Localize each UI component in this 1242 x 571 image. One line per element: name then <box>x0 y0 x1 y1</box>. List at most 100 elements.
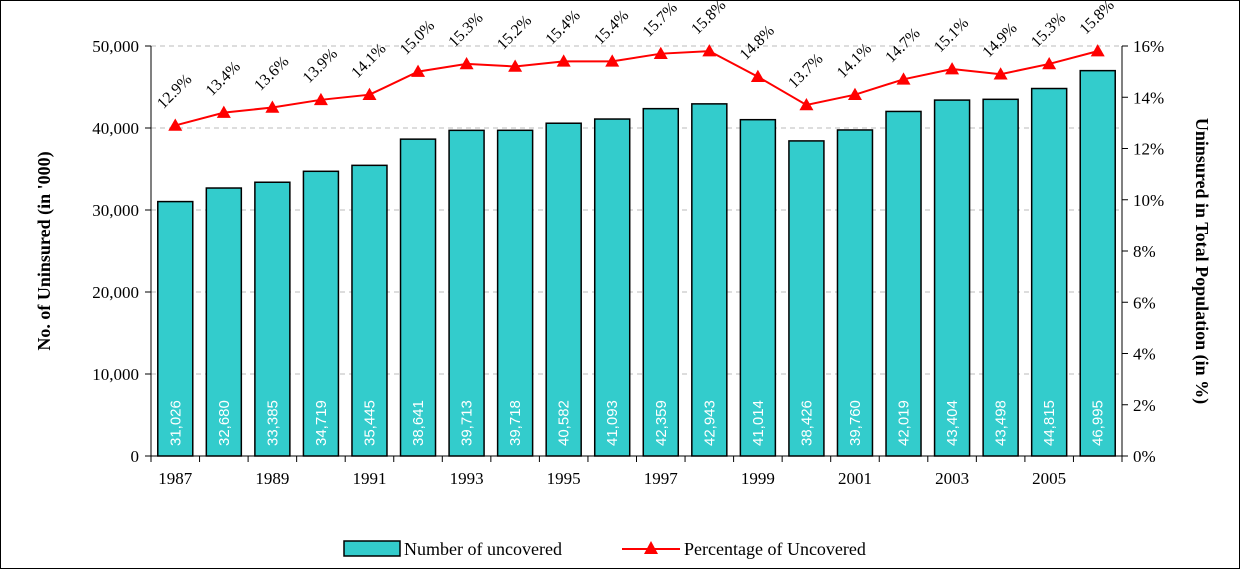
bar <box>691 103 728 457</box>
percent-value-label: 15.0% <box>397 17 438 58</box>
y2-tick-label: 8% <box>1133 242 1156 261</box>
bar-value-label: 39,713 <box>459 400 476 446</box>
line-point <box>411 64 426 77</box>
bar <box>788 140 825 457</box>
line-point <box>847 87 862 100</box>
bar-value-label: 43,498 <box>993 400 1010 446</box>
bar-value-label: 42,359 <box>653 400 670 446</box>
y-tick-label: 40,000 <box>92 119 139 138</box>
line-point <box>1090 44 1105 57</box>
bar-value-label: 43,404 <box>944 400 961 446</box>
bar-value-label: 41,093 <box>604 400 621 446</box>
y2-tick-label: 14% <box>1133 88 1164 107</box>
y2-tick-label: 12% <box>1133 140 1164 159</box>
bar-value-label: 38,426 <box>798 400 815 446</box>
y-tick-label: 50,000 <box>92 37 139 56</box>
bar-value-label: 32,680 <box>216 400 233 446</box>
line-point <box>945 62 960 75</box>
percent-value-label: 13.6% <box>251 53 292 94</box>
bar-value-label: 31,026 <box>167 400 184 446</box>
tick-labels: 0 10,000 20,000 30,000 40,000 50,000 0% 2% 4% 6% 8… <box>92 37 1164 488</box>
y2-tick-label: 2% <box>1133 396 1156 415</box>
bar <box>545 122 582 457</box>
line-point <box>265 100 280 113</box>
bar-value-label: 40,582 <box>556 400 573 446</box>
bar <box>399 138 437 457</box>
x-tick-label: 2001 <box>838 469 872 488</box>
line-point <box>993 67 1008 80</box>
line-point <box>1042 56 1057 70</box>
line-point <box>605 54 620 67</box>
y2-tick-label: 4% <box>1133 345 1156 364</box>
percent-value-label: 13.4% <box>203 58 244 99</box>
line-series <box>168 44 1105 131</box>
legend-bar-swatch <box>343 540 401 557</box>
y-tick-label: 20,000 <box>92 283 139 302</box>
bar <box>448 129 485 457</box>
line-point <box>799 97 814 111</box>
percent-value-label: 15.4% <box>591 7 632 48</box>
bar <box>1079 69 1116 457</box>
x-tick-label: 1987 <box>158 469 193 488</box>
bar-value-label: 38,641 <box>410 400 427 446</box>
line-point <box>216 105 231 118</box>
y2-tick-label: 0% <box>1133 447 1156 466</box>
line-point <box>362 87 377 100</box>
x-tick-label: 1989 <box>255 469 289 488</box>
line-point <box>750 69 765 82</box>
percent-value-label: 15.2% <box>494 12 535 53</box>
line-point <box>702 44 717 57</box>
legend-triangle-marker <box>644 541 658 554</box>
percent-value-label: 14.8% <box>737 22 778 63</box>
percent-value-label: 15.3% <box>1028 10 1069 51</box>
percent-value-label: 15.8% <box>688 0 729 38</box>
bar-value-label: 41,014 <box>750 400 767 446</box>
bar <box>642 107 680 457</box>
y-axis-title: No. of Uninsured (in '000) <box>34 151 55 350</box>
y2-tick-label: 10% <box>1133 191 1164 210</box>
bar-value-label: 42,019 <box>896 400 913 446</box>
bar <box>885 110 922 457</box>
x-tick-label: 1993 <box>450 469 484 488</box>
bar-value-label: 35,445 <box>361 400 378 446</box>
x-tick-label: 1991 <box>352 469 386 488</box>
percent-value-label: 13.7% <box>785 51 826 92</box>
bar <box>836 129 874 457</box>
line-point <box>508 59 523 72</box>
x-tick-label: 2003 <box>935 469 969 488</box>
axes <box>150 46 1123 457</box>
x-tick-label: 2005 <box>1032 469 1066 488</box>
bar <box>254 181 291 457</box>
bar-value-label: 44,815 <box>1041 400 1058 446</box>
y-tick-label: 30,000 <box>92 201 139 220</box>
line-point <box>313 92 328 106</box>
line-point <box>556 54 571 67</box>
data-labels: 31,026 32,680 33,385 34,719 35,445 38,641 39,7… <box>154 0 1118 446</box>
grid-lines <box>151 45 1122 375</box>
bar-value-label: 42,943 <box>701 400 718 446</box>
y2-axis-title: Uninsured in Total Population (in %) <box>1191 118 1212 404</box>
line-point <box>653 46 668 59</box>
y2-tick-label: 6% <box>1133 293 1156 312</box>
line-point <box>459 56 474 70</box>
y2-tick-label: 16% <box>1133 37 1164 56</box>
line-point <box>896 72 911 85</box>
percent-value-label: 15.4% <box>542 7 583 48</box>
bar-value-label: 46,995 <box>1090 400 1107 446</box>
percent-value-label: 15.3% <box>445 10 486 51</box>
percentage-line <box>175 50 1098 127</box>
bar-value-label: 39,760 <box>847 400 864 446</box>
line-point <box>168 118 183 131</box>
percent-value-label: 15.7% <box>640 0 681 41</box>
legend: Number of uncovered Percentage of Uncove… <box>343 539 866 559</box>
bar-value-label: 34,719 <box>313 400 330 446</box>
bar <box>302 170 340 457</box>
legend-line-label: Percentage of Uncovered <box>684 539 866 559</box>
percent-value-label: 14.9% <box>979 20 1020 61</box>
x-tick-label: 1999 <box>741 469 775 488</box>
percent-value-label: 13.9% <box>300 45 341 86</box>
x-tick-label: 1997 <box>644 469 679 488</box>
y-tick-label: 0 <box>131 447 140 466</box>
